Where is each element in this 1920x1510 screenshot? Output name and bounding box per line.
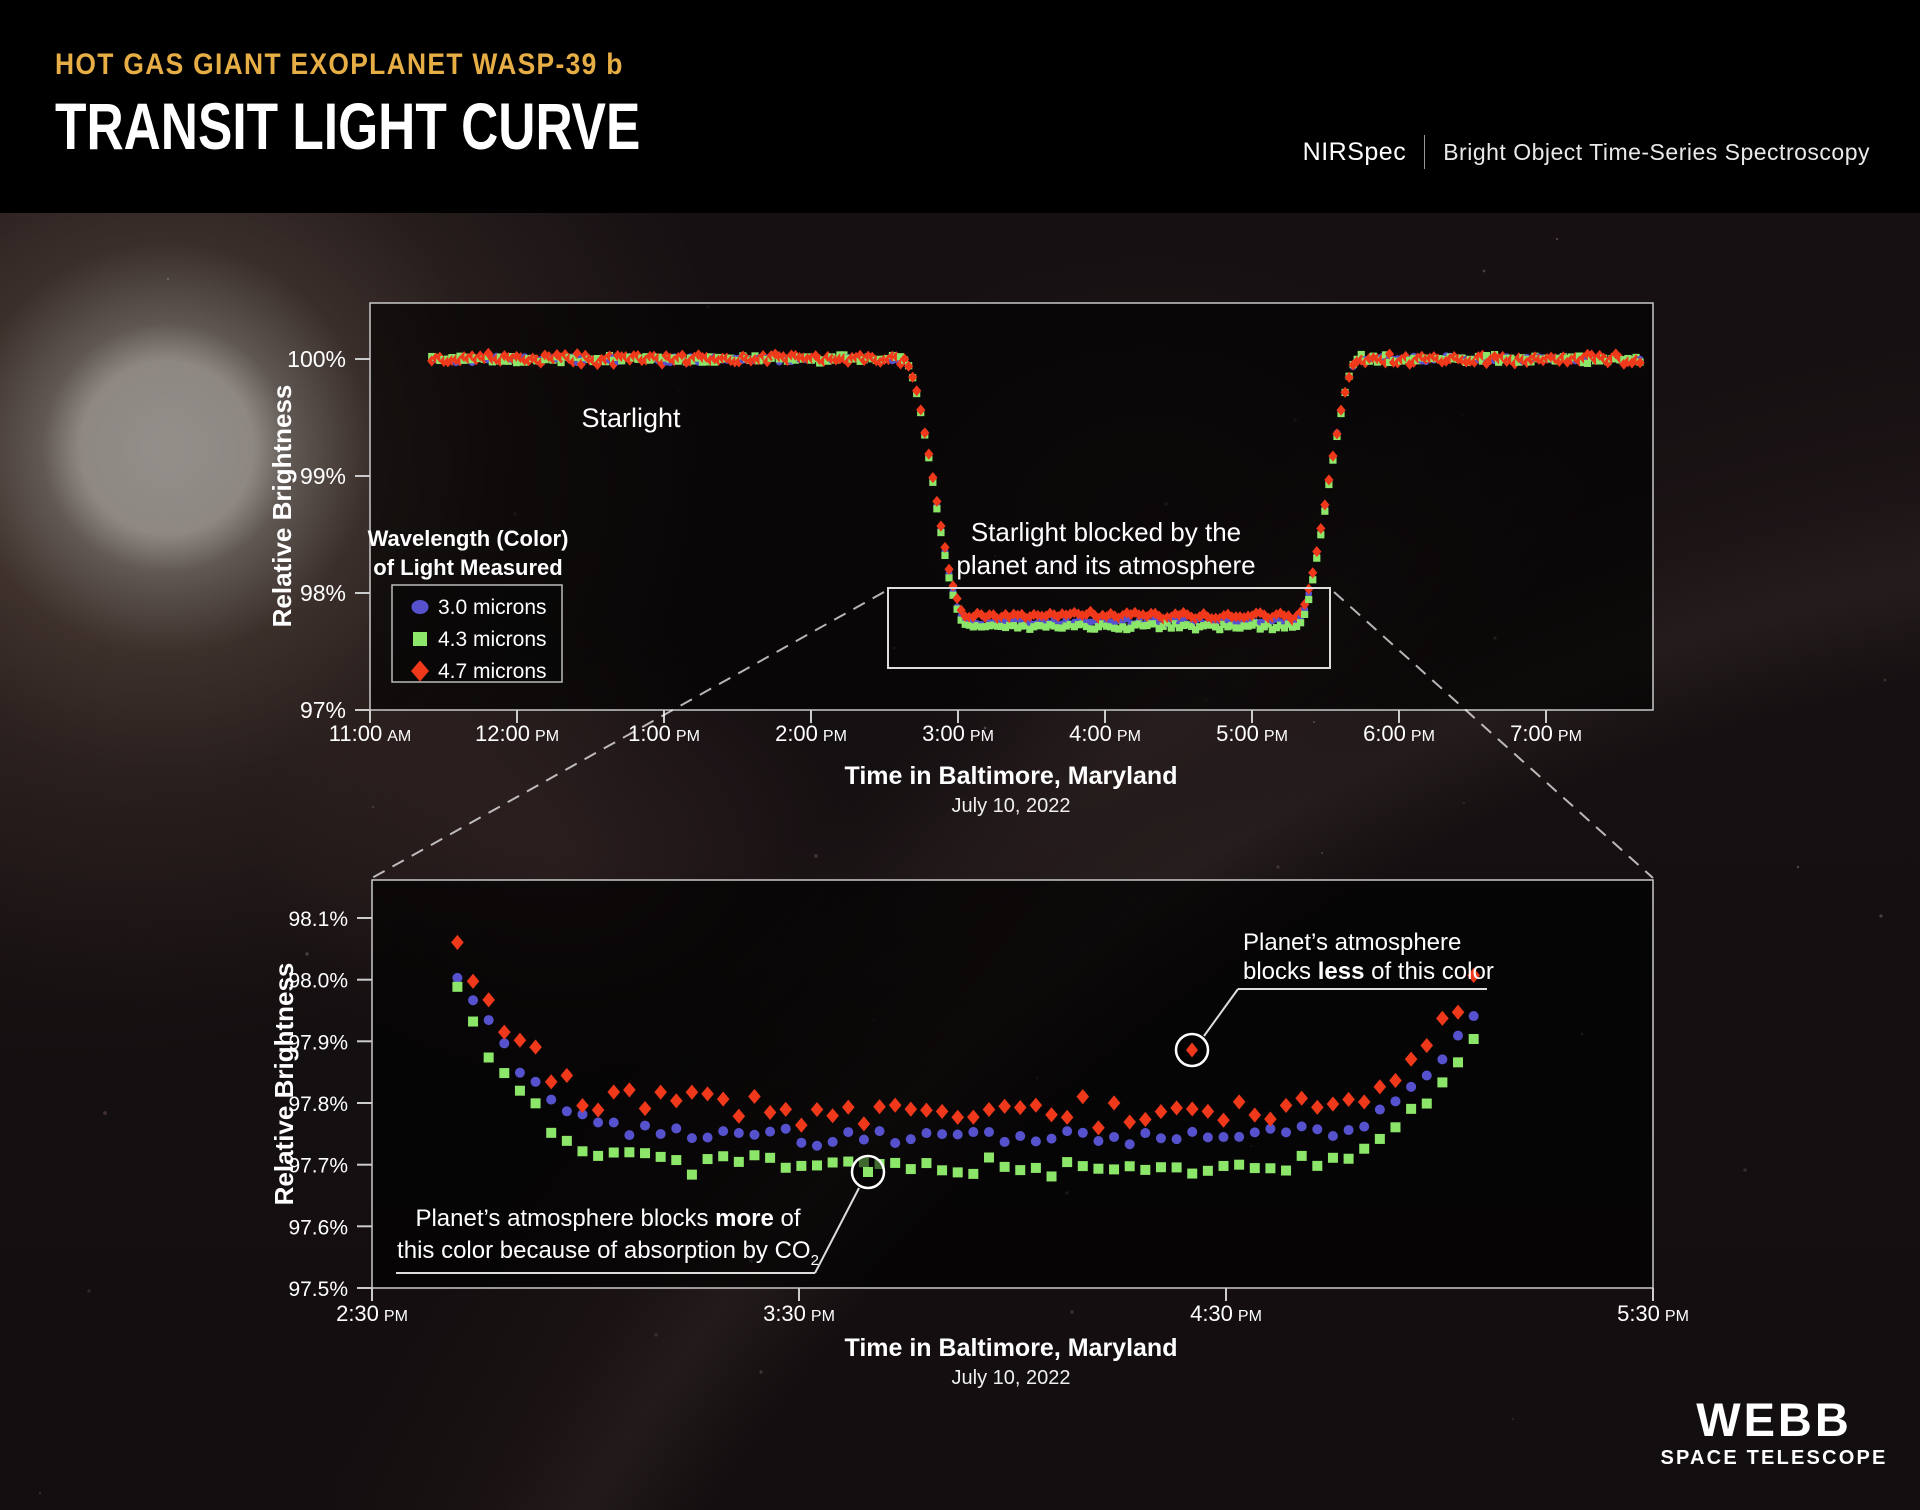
svg-text:97%: 97% xyxy=(300,697,346,723)
svg-text:98.0%: 98.0% xyxy=(288,970,348,993)
zoom-connector-right xyxy=(1333,591,1654,879)
legend-title-line1: Wavelength (Color) xyxy=(368,526,569,551)
webb-logo-name: WEBB xyxy=(1696,1393,1852,1446)
svg-text:97.7%: 97.7% xyxy=(288,1155,348,1178)
bottom-y-axis-label: Relative Brightness xyxy=(269,963,299,1206)
annotation-more-pointer xyxy=(814,1187,860,1274)
legend: Wavelength (Color) of Light Measured 3.0… xyxy=(368,526,569,683)
legend-swatch-square-43um xyxy=(413,632,427,646)
top-x-axis-date: July 10, 2022 xyxy=(952,795,1071,817)
top-chart: 100% 99% 98% 97%11:00 AM 12:00 PM 1:00 PM 2:00 PM 3… xyxy=(267,302,1654,817)
blocked-annotation-line2: planet and its atmosphere xyxy=(956,550,1255,580)
annotation-blocks-less: Planet’s atmosphere blocks less of this … xyxy=(1174,929,1494,1068)
legend-swatch-diamond-47um xyxy=(411,660,429,682)
annotation-more-line1: Planet’s atmosphere blocks more of xyxy=(415,1205,800,1232)
highlighted-red-diamond xyxy=(1186,1042,1198,1058)
webb-logo-subtitle: SPACE TELESCOPE xyxy=(1660,1447,1887,1469)
svg-text:97.6%: 97.6% xyxy=(288,1216,348,1239)
top-chart-ticks: 100% 99% 98% 97%11:00 AM 12:00 PM 1:00 PM 2:00 PM 3… xyxy=(287,346,1582,746)
svg-text:97.9%: 97.9% xyxy=(288,1031,348,1054)
svg-text:97.5%: 97.5% xyxy=(288,1278,348,1301)
meta-divider xyxy=(1424,135,1426,169)
top-x-axis-title: Time in Baltimore, Maryland xyxy=(845,762,1178,790)
observation-mode: Bright Object Time-Series Spectroscopy xyxy=(1443,138,1870,165)
annotation-more-line2: this color because of absorption by CO2 xyxy=(397,1237,819,1269)
top-chart-data-points xyxy=(427,347,1645,634)
annotation-less-line1: Planet’s atmosphere xyxy=(1243,929,1461,956)
legend-label-3um: 3.0 microns xyxy=(438,596,547,619)
bottom-x-axis-date: July 10, 2022 xyxy=(952,1367,1071,1389)
annotation-less-line2: blocks less of this color xyxy=(1243,958,1494,985)
bottom-x-axis-title: Time in Baltimore, Maryland xyxy=(845,1334,1178,1362)
zoom-connector-left xyxy=(371,591,885,879)
annotation-less-pointer xyxy=(1203,988,1239,1037)
svg-text:98.1%: 98.1% xyxy=(288,908,348,931)
instrument-name: NIRSpec xyxy=(1302,137,1407,166)
bottom-chart-ticks: 98.1% 98.0% 97.9% 97.8% 97.7% 97.6% 97.5%2:30 P… xyxy=(288,908,1688,1326)
page-title: TRANSIT LIGHT CURVE xyxy=(55,89,641,163)
legend-swatch-circle-3um xyxy=(411,600,429,614)
svg-text:97.8%: 97.8% xyxy=(288,1093,348,1116)
top-y-axis-label: Relative Brightness xyxy=(267,385,297,628)
bottom-chart-data-points xyxy=(451,934,1480,1182)
top-chart-frame xyxy=(369,302,1654,711)
annotation-blocks-more: Planet’s atmosphere blocks more of this … xyxy=(396,1154,886,1274)
inset-highlight-box xyxy=(887,587,1331,669)
header-bar: HOT GAS GIANT EXOPLANET WASP-39 b TRANSI… xyxy=(0,0,1920,213)
starlight-label: Starlight xyxy=(581,403,681,433)
instrument-meta: NIRSpec Bright Object Time-Series Spectr… xyxy=(1303,130,1870,174)
header-kicker: HOT GAS GIANT EXOPLANET WASP-39 b xyxy=(55,48,624,81)
bottom-chart: 98.1% 98.0% 97.9% 97.8% 97.7% 97.6% 97.5%2:30 P… xyxy=(269,879,1689,1389)
legend-label-43um: 4.3 microns xyxy=(438,628,547,651)
svg-text:100%: 100% xyxy=(287,346,346,372)
svg-text:99%: 99% xyxy=(300,463,346,489)
svg-text:98%: 98% xyxy=(300,580,346,606)
blocked-annotation-line1: Starlight blocked by the xyxy=(971,517,1241,547)
webb-logo: WEBB SPACE TELESCOPE xyxy=(1660,1393,1887,1469)
highlighted-green-square xyxy=(863,1167,873,1177)
legend-label-47um: 4.7 microns xyxy=(438,660,547,683)
legend-title-line2: of Light Measured xyxy=(373,555,562,580)
